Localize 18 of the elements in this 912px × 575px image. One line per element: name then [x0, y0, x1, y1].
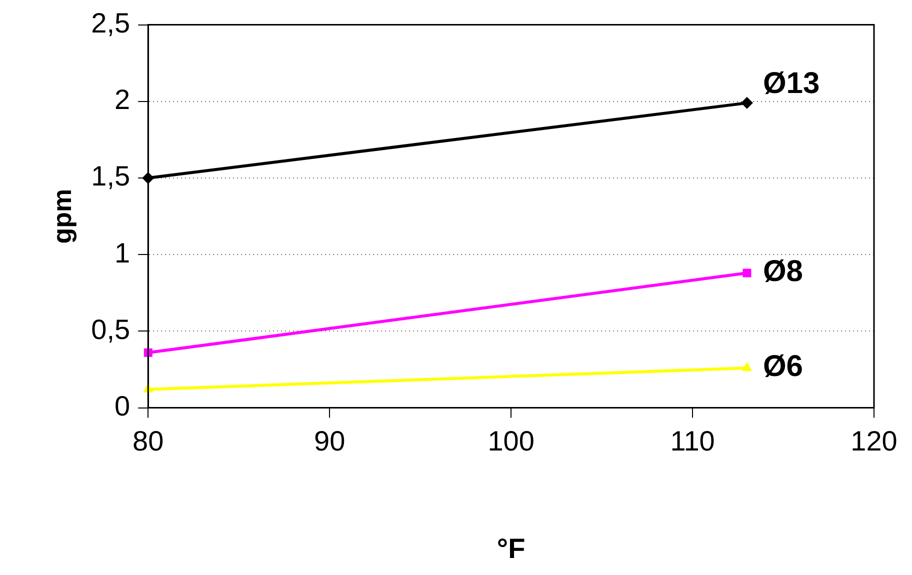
point [742, 268, 752, 278]
x-tick-label: 90 [314, 425, 346, 456]
y-tick-label: 0,5 [91, 314, 130, 345]
x-axis-title: °F [496, 532, 526, 564]
series-label: Ø6 [762, 350, 804, 384]
series-label: Ø8 [762, 255, 804, 288]
y-tick-label: 2 [114, 84, 130, 116]
y-tick-label: 1,5 [91, 160, 130, 192]
x-tick-label: 120 [850, 425, 898, 456]
series-label: Ø13 [762, 67, 820, 100]
y-tick-label: 2,5 [91, 8, 130, 39]
y-tick-label: 1 [114, 237, 130, 268]
x-tick-label: 80 [132, 425, 164, 456]
y-axis-title: gpm [46, 188, 77, 244]
x-tick-label: 110 [670, 425, 715, 456]
x-tick-label: 100 [488, 425, 534, 456]
y-tick-label: 0 [114, 390, 130, 422]
point [740, 96, 753, 109]
